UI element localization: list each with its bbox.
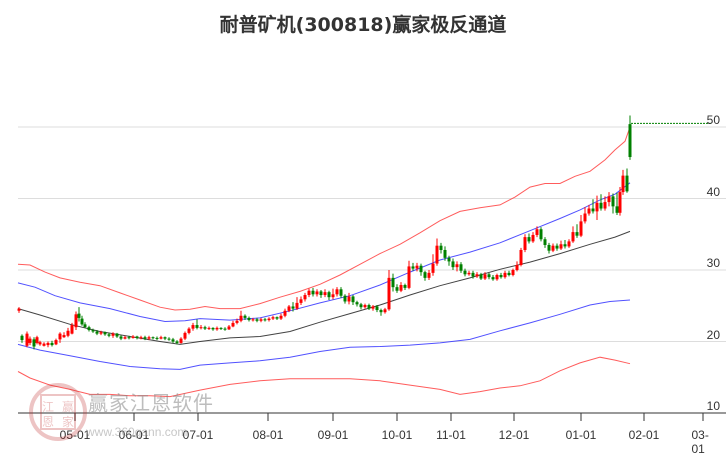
- y-tick-label: 40: [706, 184, 720, 199]
- svg-text:家: 家: [62, 414, 74, 429]
- x-tick-label: 03-01: [691, 428, 709, 456]
- watermark-logo-icon: 江 赢 恩 家: [29, 383, 87, 441]
- x-axis: [18, 412, 726, 421]
- candlesticks: [17, 115, 632, 350]
- svg-text:江: 江: [42, 400, 54, 414]
- channel-lines: [17, 126, 631, 398]
- y-tick-label: 50: [706, 113, 720, 127]
- x-tick-label: 08-01: [252, 428, 284, 442]
- chart-title: 耐普矿机(300818)赢家极反通道: [219, 14, 507, 36]
- y-tick-label: 30: [706, 256, 720, 270]
- x-tick-label: 10-01: [381, 428, 413, 442]
- watermark-text: 赢家江恩软件: [88, 391, 214, 415]
- x-tick-label: 06-01: [118, 428, 150, 442]
- y-tick-label: 10: [706, 399, 720, 413]
- x-tick-label: 07-01: [182, 428, 214, 442]
- svg-text:恩: 恩: [42, 415, 54, 429]
- x-tick-label: 12-01: [498, 428, 530, 442]
- x-tick-label: 02-01: [628, 428, 660, 442]
- y-tick-label: 20: [706, 327, 720, 342]
- svg-text:赢: 赢: [62, 399, 74, 414]
- watermark-url: www.360gann.com: [86, 425, 188, 439]
- gridlines: [18, 126, 726, 342]
- x-tick-label: 09-01: [317, 428, 349, 442]
- x-tick-label: 05-01: [59, 428, 91, 442]
- x-tick-label: 01-01: [565, 428, 597, 442]
- x-tick-label: 11-01: [436, 428, 466, 442]
